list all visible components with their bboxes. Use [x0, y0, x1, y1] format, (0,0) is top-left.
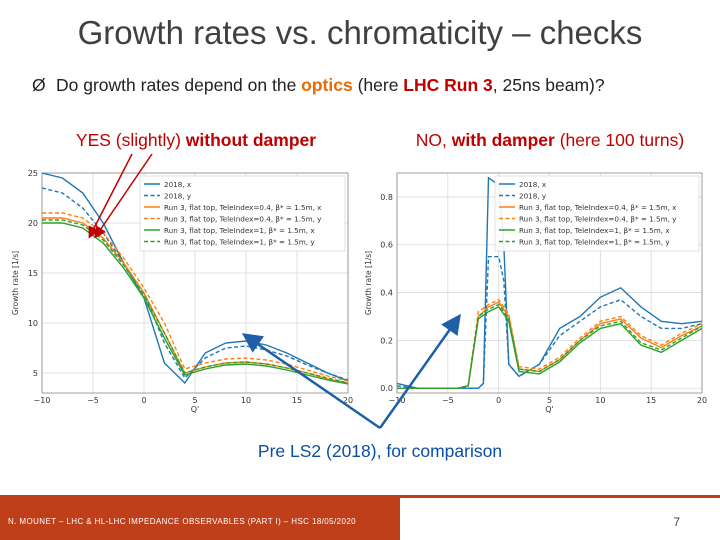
footer-bar [0, 495, 400, 540]
x-tick-label: 20 [343, 396, 353, 405]
question-bullet: Ø Do growth rates depend on the optics (… [32, 74, 696, 96]
series-line [396, 256, 703, 389]
x-tick-label: 5 [547, 396, 552, 405]
y-tick-label: 25 [28, 169, 38, 178]
bullet-optics: optics [301, 75, 353, 95]
without-damper-label-b: without damper [185, 130, 317, 150]
with-damper-label-b: with damper [451, 130, 555, 150]
x-tick-label: −5 [442, 396, 454, 405]
without-damper-label: YES (slightly) without damper [70, 128, 322, 152]
legend-entry: Run 3, flat top, TeleIndex=0.4, β* = 1.5… [164, 215, 322, 224]
y-tick-label: 0.6 [380, 241, 393, 250]
footer-text: N. MOUNET – LHC & HL-LHC IMPEDANCE OBSER… [8, 517, 357, 526]
legend-entry: Run 3, flat top, TeleIndex=1, β* = 1.5m,… [164, 238, 315, 247]
x-tick-label: −5 [87, 396, 99, 405]
bullet-run3: LHC Run 3 [403, 75, 493, 95]
plot-frame [396, 172, 703, 394]
x-axis-label: Q' [545, 405, 554, 414]
y-tick-label: 15 [28, 269, 38, 278]
legend-entry: 2018, x [164, 180, 192, 189]
footer: N. MOUNET – LHC & HL-LHC IMPEDANCE OBSER… [0, 495, 720, 540]
legend-box [139, 175, 346, 252]
growth-rate-chart-without-damper: −10 −5 0 5 10 15 20 5 10 15 20 25 Q' Growth rate [1/s… [11, 169, 353, 414]
y-tick-label: 0.4 [380, 289, 393, 298]
plot-frame [41, 172, 349, 394]
bullet-arrow-icon: Ø [32, 75, 46, 95]
bullet-text-a: Do growth rates depend on the [56, 75, 302, 95]
x-tick-label: 10 [241, 396, 251, 405]
legend-entry: Run 3, flat top, TeleIndex=0.4, β* = 1.5… [164, 203, 322, 212]
y-tick-label: 0.8 [380, 193, 393, 202]
with-damper-label: NO, with damper (here 100 turns) [400, 128, 700, 152]
footer-rule [400, 495, 720, 498]
bullet-text-b: (here [352, 75, 404, 95]
page-number: 7 [673, 515, 680, 529]
y-axis-label: Growth rate [1/s] [11, 251, 20, 315]
legend-entry: 2018, y [519, 192, 547, 201]
legend-entry: Run 3, flat top, TeleIndex=0.4, β* = 1.5… [519, 215, 677, 224]
legend-entry: Run 3, flat top, TeleIndex=1, β* = 1.5m,… [519, 238, 670, 247]
x-tick-label: 15 [646, 396, 656, 405]
legend-box [494, 175, 700, 252]
x-tick-label: 15 [292, 396, 302, 405]
y-tick-label: 0.2 [380, 336, 393, 345]
growth-rate-chart-with-damper: −10 −5 0 5 10 15 20 0.0 0.2 0.4 0.6 0.8 Q' Growth rat… [364, 172, 707, 414]
legend-entry: Run 3, flat top, TeleIndex=1, β* = 1.5m,… [519, 226, 670, 235]
bullet-text-c: , 25ns beam)? [492, 75, 605, 95]
legend-entry: 2018, y [164, 192, 192, 201]
without-damper-label-a: YES (slightly) [75, 130, 186, 150]
y-tick-label: 10 [28, 319, 38, 328]
legend-entry: 2018, x [519, 180, 547, 189]
with-damper-label-c: (here 100 turns) [554, 130, 685, 150]
x-tick-label: −10 [34, 396, 51, 405]
x-tick-label: 5 [192, 396, 197, 405]
x-axis-label: Q' [191, 405, 200, 414]
legend-entry: Run 3, flat top, TeleIndex=1, β* = 1.5m,… [164, 226, 315, 235]
x-tick-label: 20 [697, 396, 707, 405]
pre-ls2-caption: Pre LS2 (2018), for comparison [257, 441, 503, 461]
with-damper-label-a: NO, [415, 130, 452, 150]
x-tick-label: 0 [141, 396, 146, 405]
y-axis-label: Growth rate [1/s] [364, 251, 373, 315]
legend-entry: Run 3, flat top, TeleIndex=0.4, β* = 1.5… [519, 203, 677, 212]
y-tick-label: 0.0 [380, 384, 393, 393]
x-tick-label: −10 [389, 396, 406, 405]
slide-title: Growth rates vs. chromaticity – checks [77, 14, 643, 51]
x-tick-label: 10 [595, 396, 605, 405]
y-tick-label: 20 [28, 219, 38, 228]
x-tick-label: 0 [496, 396, 501, 405]
y-tick-label: 5 [33, 369, 38, 378]
